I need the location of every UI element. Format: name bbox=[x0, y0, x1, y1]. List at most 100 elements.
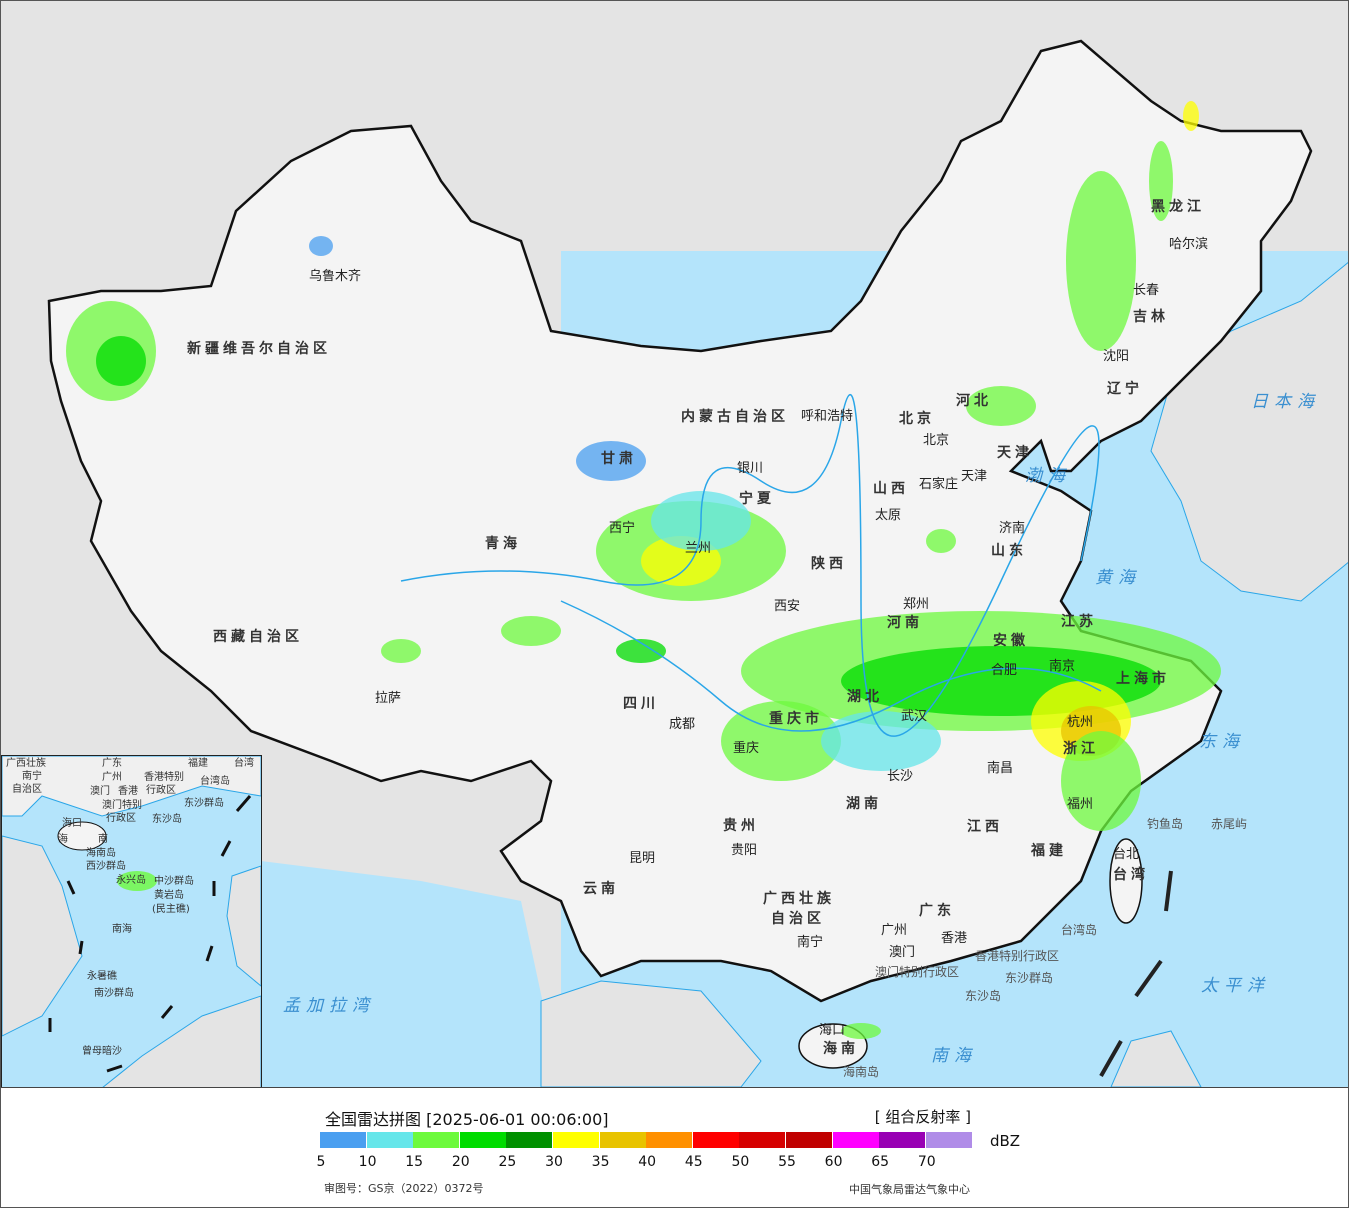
inset-label: 广州 bbox=[102, 772, 122, 783]
province-label: 甘肃 bbox=[601, 451, 637, 467]
inset-label: 曾母暗沙 bbox=[82, 1046, 122, 1057]
city-label: 长春 bbox=[1133, 283, 1160, 298]
province-label: 山西 bbox=[873, 481, 909, 497]
scale-segment bbox=[599, 1132, 646, 1148]
inset-label: 香港特别 bbox=[144, 772, 184, 783]
inset-label: 南沙群岛 bbox=[94, 988, 134, 999]
province-label: 湖北 bbox=[847, 689, 883, 705]
city-label: 长沙 bbox=[887, 769, 914, 784]
city-label: 沈阳 bbox=[1103, 349, 1130, 364]
province-label: 贵州 bbox=[723, 818, 759, 834]
inset-label: 南海 bbox=[112, 924, 132, 935]
inset-label: 中沙群岛 bbox=[154, 876, 194, 887]
scale-segment bbox=[552, 1132, 599, 1148]
province-label: 天津 bbox=[997, 445, 1033, 461]
scale-tick: 60 bbox=[824, 1154, 843, 1170]
inset-label: 南宁 bbox=[22, 771, 42, 782]
city-label: 武汉 bbox=[901, 709, 928, 724]
nine-dash-line bbox=[1099, 870, 1173, 1077]
province-label: 四川 bbox=[623, 696, 659, 712]
radar-echo bbox=[821, 711, 941, 771]
sea-label: 日本海 bbox=[1251, 392, 1320, 412]
taiwan-island bbox=[1109, 838, 1143, 924]
inset-label: 海口 bbox=[62, 818, 82, 829]
inset-label: 永暑礁 bbox=[87, 971, 117, 982]
inset-indochina bbox=[2, 835, 83, 1037]
inset-label: 东沙群岛 bbox=[184, 798, 224, 809]
city-label: 杭州 bbox=[1067, 715, 1094, 730]
province-label: 福建 bbox=[1031, 843, 1067, 859]
city-label: 兰州 bbox=[685, 541, 712, 556]
radar-echo bbox=[576, 441, 646, 481]
map-title: 全国雷达拼图 [2025-06-01 00:06:00] bbox=[325, 1110, 609, 1129]
radar-echo bbox=[381, 639, 421, 663]
island-label: 赤尾屿 bbox=[1211, 817, 1248, 831]
island-label: 香港特别行政区 bbox=[975, 949, 1060, 963]
unit-label: dBZ bbox=[990, 1132, 1021, 1150]
scale-segment bbox=[646, 1132, 693, 1148]
radar-echo bbox=[1066, 171, 1136, 351]
province-label: 台湾 bbox=[1113, 867, 1149, 883]
inset-philippines bbox=[226, 865, 261, 987]
map-canvas bbox=[47, 39, 1348, 1087]
scale-tick: 15 bbox=[405, 1154, 424, 1170]
island-label: 钓鱼岛 bbox=[1147, 817, 1184, 831]
city-label: 乌鲁木齐 bbox=[309, 269, 362, 284]
scale-tick: 5 bbox=[316, 1154, 326, 1170]
scale-segment bbox=[692, 1132, 739, 1148]
scale-segment bbox=[925, 1132, 972, 1148]
scale-segment bbox=[320, 1132, 366, 1148]
scale-tick: 70 bbox=[917, 1154, 936, 1170]
inset-label: 行政区 bbox=[146, 785, 176, 796]
island-label: 台湾岛 bbox=[1061, 923, 1098, 937]
sea-label: 渤海 bbox=[1025, 466, 1071, 486]
sea-label: 黄海 bbox=[1095, 568, 1141, 588]
color-scale bbox=[320, 1132, 972, 1148]
scale-tick: 45 bbox=[684, 1154, 703, 1170]
radar-echo bbox=[1061, 731, 1141, 831]
sea-label: 太平洋 bbox=[1201, 976, 1270, 996]
scale-tick: 20 bbox=[451, 1154, 470, 1170]
city-label: 贵阳 bbox=[731, 843, 758, 858]
legend: 全国雷达拼图 [2025-06-01 00:06:00] [ 组合反射率 ] 5… bbox=[0, 1088, 1349, 1208]
radar-echo bbox=[501, 616, 561, 646]
city-label: 海口 bbox=[819, 1023, 846, 1038]
radar-echo bbox=[926, 529, 956, 553]
product-label: [ 组合反射率 ] bbox=[874, 1108, 971, 1126]
inset-label: 自治区 bbox=[12, 784, 42, 795]
province-label: 新疆维吾尔自治区 bbox=[187, 341, 331, 357]
radar-echo bbox=[966, 386, 1036, 426]
province-label: 湖南 bbox=[846, 796, 882, 812]
scale-tick: 25 bbox=[498, 1154, 517, 1170]
inset-hainan bbox=[57, 821, 107, 851]
radar-echo bbox=[616, 639, 666, 663]
inset-label: 行政区 bbox=[106, 813, 136, 824]
city-label: 福州 bbox=[1067, 797, 1094, 812]
province-label: 内蒙古自治区 bbox=[681, 409, 789, 425]
city-label: 郑州 bbox=[903, 597, 930, 612]
inset-label: (民主礁) bbox=[152, 904, 190, 915]
river-yellow bbox=[400, 394, 1100, 737]
city-label: 澳门 bbox=[889, 945, 916, 960]
city-label: 西安 bbox=[774, 599, 801, 614]
province-label: 安徽 bbox=[993, 633, 1029, 649]
inset-label: 海南岛 bbox=[86, 848, 116, 859]
scale-tick: 35 bbox=[591, 1154, 610, 1170]
scale-segment bbox=[413, 1132, 460, 1148]
province-label: 辽宁 bbox=[1107, 381, 1143, 397]
province-label: 自治区 bbox=[771, 911, 825, 927]
radar-echoes bbox=[66, 101, 1221, 1039]
province-label: 宁夏 bbox=[739, 491, 775, 507]
radar-map[interactable]: 新疆维吾尔自治区 西藏自治区 青海 甘肃 内蒙古自治区 黑龙江 吉林 辽宁 河北 山西 山东 陕西 河南… bbox=[1, 1, 1348, 1088]
inset-dash-lines bbox=[48, 795, 252, 1073]
river-yangtze bbox=[560, 600, 1102, 732]
province-label: 江苏 bbox=[1061, 614, 1097, 630]
inset-label: 广东 bbox=[102, 758, 122, 769]
island-label: 东沙岛 bbox=[965, 989, 1002, 1003]
island-label: 海南岛 bbox=[843, 1065, 880, 1079]
sea-label: 南海 bbox=[931, 1046, 977, 1066]
scale-tick: 50 bbox=[731, 1154, 750, 1170]
radar-echo bbox=[309, 236, 333, 256]
scale-tick: 65 bbox=[871, 1154, 890, 1170]
city-label: 成都 bbox=[669, 717, 696, 732]
